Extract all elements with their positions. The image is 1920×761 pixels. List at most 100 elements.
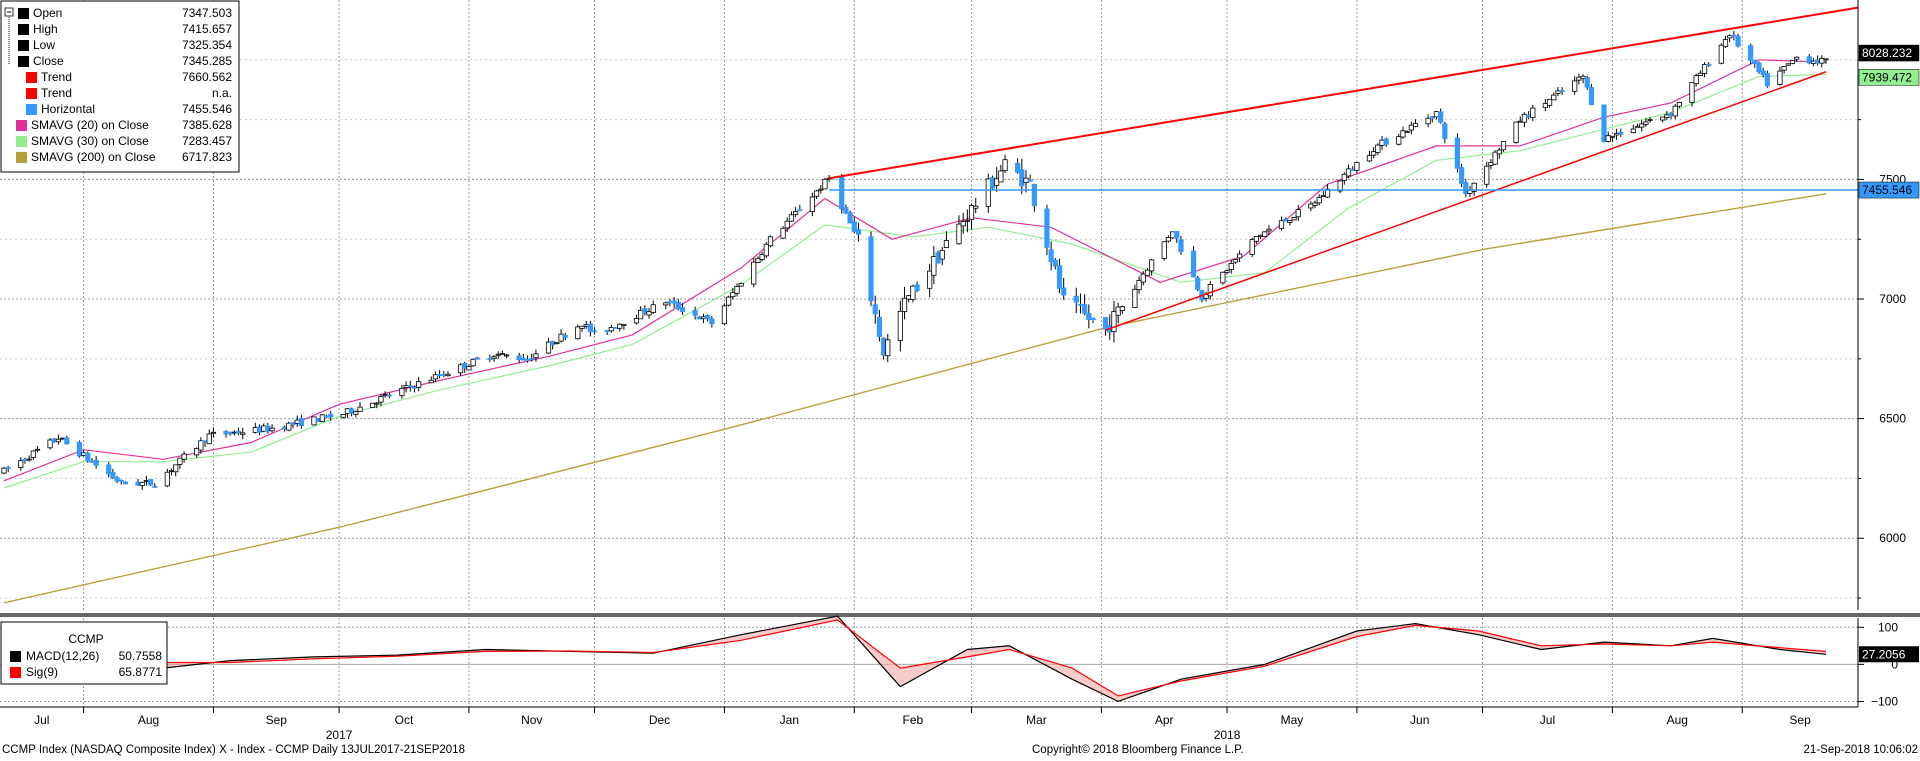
candle-body <box>139 482 145 486</box>
legend-label: Close <box>33 54 64 68</box>
candle-body <box>1031 184 1037 207</box>
candle-body <box>223 430 229 435</box>
candle-body <box>726 296 732 306</box>
candle-body <box>943 240 950 248</box>
legend-swatch <box>18 56 29 67</box>
candle-body <box>340 414 346 418</box>
candle-body <box>357 406 363 412</box>
candle-body <box>1823 58 1829 61</box>
candle-body <box>1454 137 1461 169</box>
legend-value: 7455.546 <box>182 102 232 116</box>
macd-value-label: 27.2056 <box>1862 647 1906 661</box>
candle-body <box>1190 250 1197 278</box>
candle-body <box>1752 59 1758 64</box>
candle-body <box>1500 141 1507 151</box>
right-value-box <box>1858 181 1920 199</box>
candle-body <box>1312 202 1318 206</box>
macd-series <box>3 615 1827 703</box>
candle-body <box>692 310 698 316</box>
candle-body <box>1546 98 1553 106</box>
candle-body <box>1693 75 1699 85</box>
candle-body <box>1442 123 1448 139</box>
legend-value: 7345.285 <box>182 54 232 68</box>
candle-body <box>416 381 422 388</box>
price-tick-label: 7000 <box>1879 292 1906 306</box>
candle-body <box>1337 180 1343 192</box>
candle-body <box>989 177 996 189</box>
candle-body <box>847 212 853 224</box>
candle-body <box>868 236 874 302</box>
macd-legend-box <box>0 621 168 685</box>
candle-body <box>1689 82 1695 103</box>
candle-body <box>1283 218 1289 222</box>
candle-body <box>939 249 945 260</box>
candle-body <box>491 356 497 359</box>
candle-body <box>294 419 300 424</box>
candle-body <box>432 374 439 380</box>
candle-body <box>1735 35 1741 47</box>
candle-body <box>855 229 862 235</box>
right-value-label: 7455.546 <box>1862 183 1912 197</box>
candle-body <box>788 214 795 222</box>
candle-body <box>998 170 1004 183</box>
candle-body <box>1073 295 1079 303</box>
candle-body <box>679 307 686 313</box>
candle-body <box>1278 220 1285 229</box>
candle-body <box>1810 60 1817 64</box>
candle-body <box>64 437 70 445</box>
candle-body <box>780 227 786 239</box>
candle-body <box>1530 107 1536 119</box>
candle-body <box>1111 311 1117 333</box>
candle-body <box>202 440 208 443</box>
candle-body <box>1459 166 1465 184</box>
candle-body <box>122 481 129 485</box>
candle-body <box>767 236 774 247</box>
footer-left: CCMP Index (NASDAQ Composite Index) X - … <box>2 744 465 756</box>
legend-label: Open <box>33 6 62 20</box>
candle-body <box>487 358 493 361</box>
candle-body <box>181 453 187 460</box>
candle-body <box>1232 259 1239 263</box>
candle-body <box>1580 75 1586 79</box>
candle-body <box>194 448 200 456</box>
candle-body <box>822 178 828 190</box>
candle-body <box>1400 130 1406 138</box>
candle-body <box>809 196 815 213</box>
macd-legend-swatch <box>10 651 21 662</box>
candlesticks <box>1 31 1829 491</box>
candle-body <box>650 304 656 313</box>
legend-swatch <box>18 40 29 51</box>
candle-body <box>910 285 916 301</box>
candle-body <box>1207 284 1213 297</box>
candle-body <box>143 480 150 482</box>
legend-swatch <box>18 24 29 35</box>
candle-body <box>378 396 384 403</box>
candle-body <box>1601 104 1607 143</box>
candle-body <box>1140 273 1146 283</box>
candle-body <box>1639 123 1645 128</box>
macd-grid <box>0 618 1858 707</box>
candle-body <box>797 209 803 212</box>
legend-swatch <box>26 72 37 83</box>
macd-legend: CCMP MACD(12,26) 50.7558 Sig(9) 65.8771 <box>0 621 168 685</box>
candle-body <box>437 374 443 377</box>
candle-body <box>1584 77 1590 88</box>
candle-body <box>231 431 237 434</box>
month-label: Nov <box>521 713 542 727</box>
candle-body <box>1517 120 1523 123</box>
candle-body <box>382 394 388 396</box>
candle-body <box>1262 231 1268 237</box>
time-axis: Jul Aug Sep Oct Nov Dec Jan Feb Mar Apr May Jun Jul A… <box>0 706 1858 742</box>
candle-body <box>843 207 849 214</box>
candle-body <box>441 373 447 376</box>
candle-body <box>763 243 769 257</box>
candle-body <box>60 437 66 440</box>
legend-label: Trend <box>41 70 72 84</box>
macd-axis: −100 0 100 27.2056 <box>1857 618 1919 708</box>
candle-body <box>323 415 330 418</box>
candle-body <box>734 285 740 294</box>
candle-body <box>696 316 702 320</box>
candle-body <box>550 340 556 346</box>
candle-body <box>730 292 736 298</box>
